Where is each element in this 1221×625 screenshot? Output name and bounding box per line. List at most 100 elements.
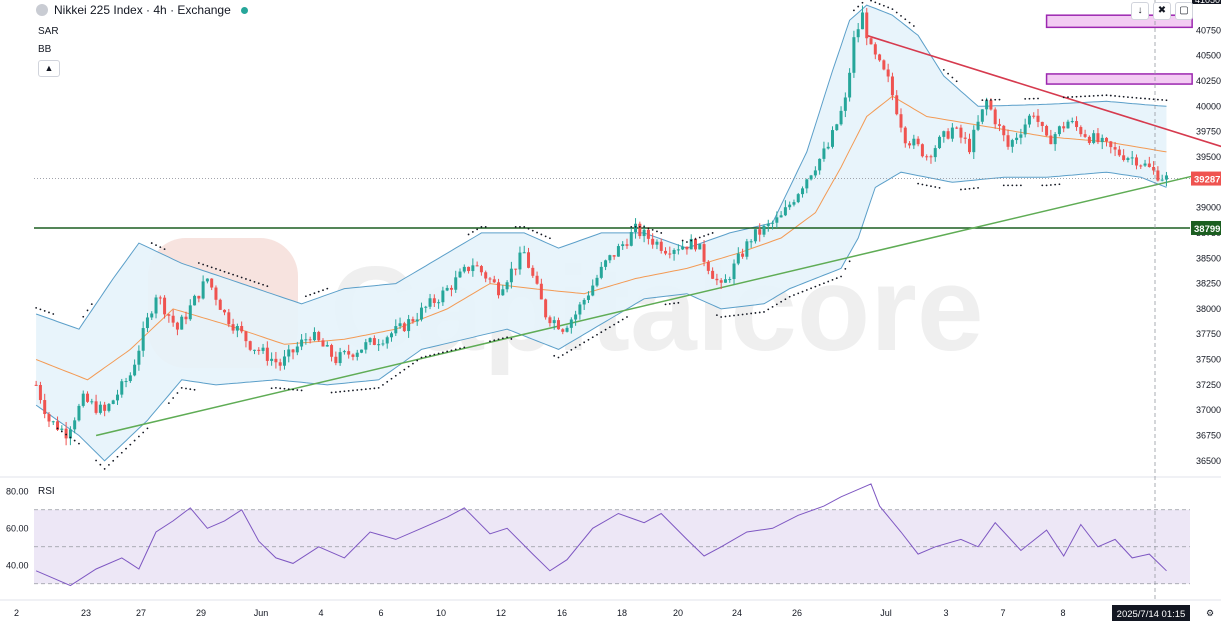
sar-dot (784, 298, 787, 301)
sar-dot (733, 314, 735, 317)
sar-dot (720, 316, 723, 318)
candle-body (265, 347, 269, 361)
time-tick-label: 26 (792, 608, 802, 618)
uptrend-line[interactable] (95, 174, 1197, 437)
sar-dot (1122, 95, 1125, 98)
candle-body (711, 270, 715, 279)
sar-dot (1084, 95, 1087, 98)
sar-dot (240, 276, 243, 279)
candle-body (908, 143, 912, 146)
collapse-arrows-icon[interactable]: ✖ (1153, 2, 1171, 20)
candle-body (501, 289, 505, 296)
sar-dot (519, 225, 521, 228)
candle-body (925, 156, 929, 158)
candle-body (586, 295, 590, 300)
sar-dot (1156, 98, 1159, 101)
sar-dot (570, 349, 573, 351)
candle-body (796, 194, 800, 203)
sar-dot (638, 225, 641, 228)
downtrend-line[interactable] (866, 34, 1221, 157)
candle-body (651, 238, 655, 245)
sar-dot (185, 387, 187, 390)
candle-body (197, 295, 201, 299)
candle-body (360, 349, 364, 353)
sar-dot (489, 340, 491, 343)
sar-dot (1002, 184, 1005, 187)
candle-body (86, 393, 90, 402)
candle-body (989, 100, 993, 110)
candle-body (873, 44, 877, 55)
candle-body (141, 328, 145, 351)
sar-dot (73, 439, 76, 442)
indicator-sar[interactable]: SAR (38, 26, 59, 37)
sar-dot (510, 338, 513, 340)
candle-body (321, 340, 325, 347)
sar-dot (656, 230, 658, 233)
sar-dot (343, 390, 346, 393)
sar-dot (741, 313, 744, 316)
sar-dot (1148, 98, 1151, 100)
candle-body (685, 246, 689, 250)
settings-icon[interactable]: ⚙ (1206, 608, 1214, 618)
sar-dot (853, 9, 855, 12)
sar-dot (930, 185, 932, 188)
candle-body (1045, 125, 1049, 136)
sar-dot (48, 311, 50, 314)
sar-dot (900, 14, 902, 17)
candle-body (509, 268, 513, 283)
candle-body (1032, 115, 1036, 117)
candle-body (938, 136, 942, 149)
sar-dot (673, 302, 675, 305)
sar-dot (309, 293, 312, 296)
candle-body (950, 127, 954, 139)
candle-body (1109, 141, 1113, 148)
time-tick-label: 7 (1000, 608, 1005, 618)
candle-body (240, 326, 244, 332)
sar-dot (420, 356, 423, 359)
sar-dot (1024, 97, 1027, 100)
resistance-zone[interactable] (1045, 73, 1193, 85)
price-tick-label: 39750 (1196, 127, 1221, 137)
sar-dot (103, 468, 106, 470)
maximize-icon[interactable]: ▢ (1175, 2, 1193, 20)
sar-dot (938, 186, 941, 189)
sar-dot (416, 359, 419, 362)
candle-body (1087, 136, 1091, 143)
sar-dot (227, 272, 230, 275)
chevron-up-icon[interactable]: ▲ (38, 60, 60, 77)
sar-dot (56, 427, 59, 430)
indicator-bb[interactable]: BB (38, 44, 52, 55)
candle-body (424, 306, 428, 308)
chart-title[interactable]: Nikkei 225 Index · 4h · Exchange (54, 3, 231, 17)
candle-body (77, 405, 81, 421)
candle-body (145, 317, 149, 329)
rsi-tick-label: 40.00 (6, 560, 29, 570)
sar-dot (429, 354, 431, 357)
sar-dot (763, 311, 765, 313)
candle-body (903, 127, 907, 144)
sar-dot (566, 351, 568, 354)
candle-body (664, 250, 668, 254)
candle-body (398, 323, 402, 327)
price-tick-label: 39500 (1196, 152, 1221, 162)
sar-dot (1045, 184, 1048, 187)
arrow-down-icon[interactable]: ↓ (1131, 2, 1149, 20)
sar-dot (891, 8, 894, 11)
candle-body (1083, 134, 1087, 137)
candle-body (1100, 137, 1104, 143)
sar-dot (827, 280, 830, 283)
candle-body (407, 319, 411, 332)
sar-dot (1007, 184, 1009, 187)
candle-body (390, 333, 394, 338)
sar-dot (275, 386, 277, 389)
sar-dot (283, 387, 286, 390)
candle-body (569, 319, 573, 328)
sar-dot (202, 263, 205, 266)
candle-body (544, 299, 548, 318)
sar-dot (1105, 94, 1108, 97)
market-open-icon (240, 6, 248, 14)
sar-dot (506, 336, 509, 339)
sar-dot (1015, 184, 1018, 187)
